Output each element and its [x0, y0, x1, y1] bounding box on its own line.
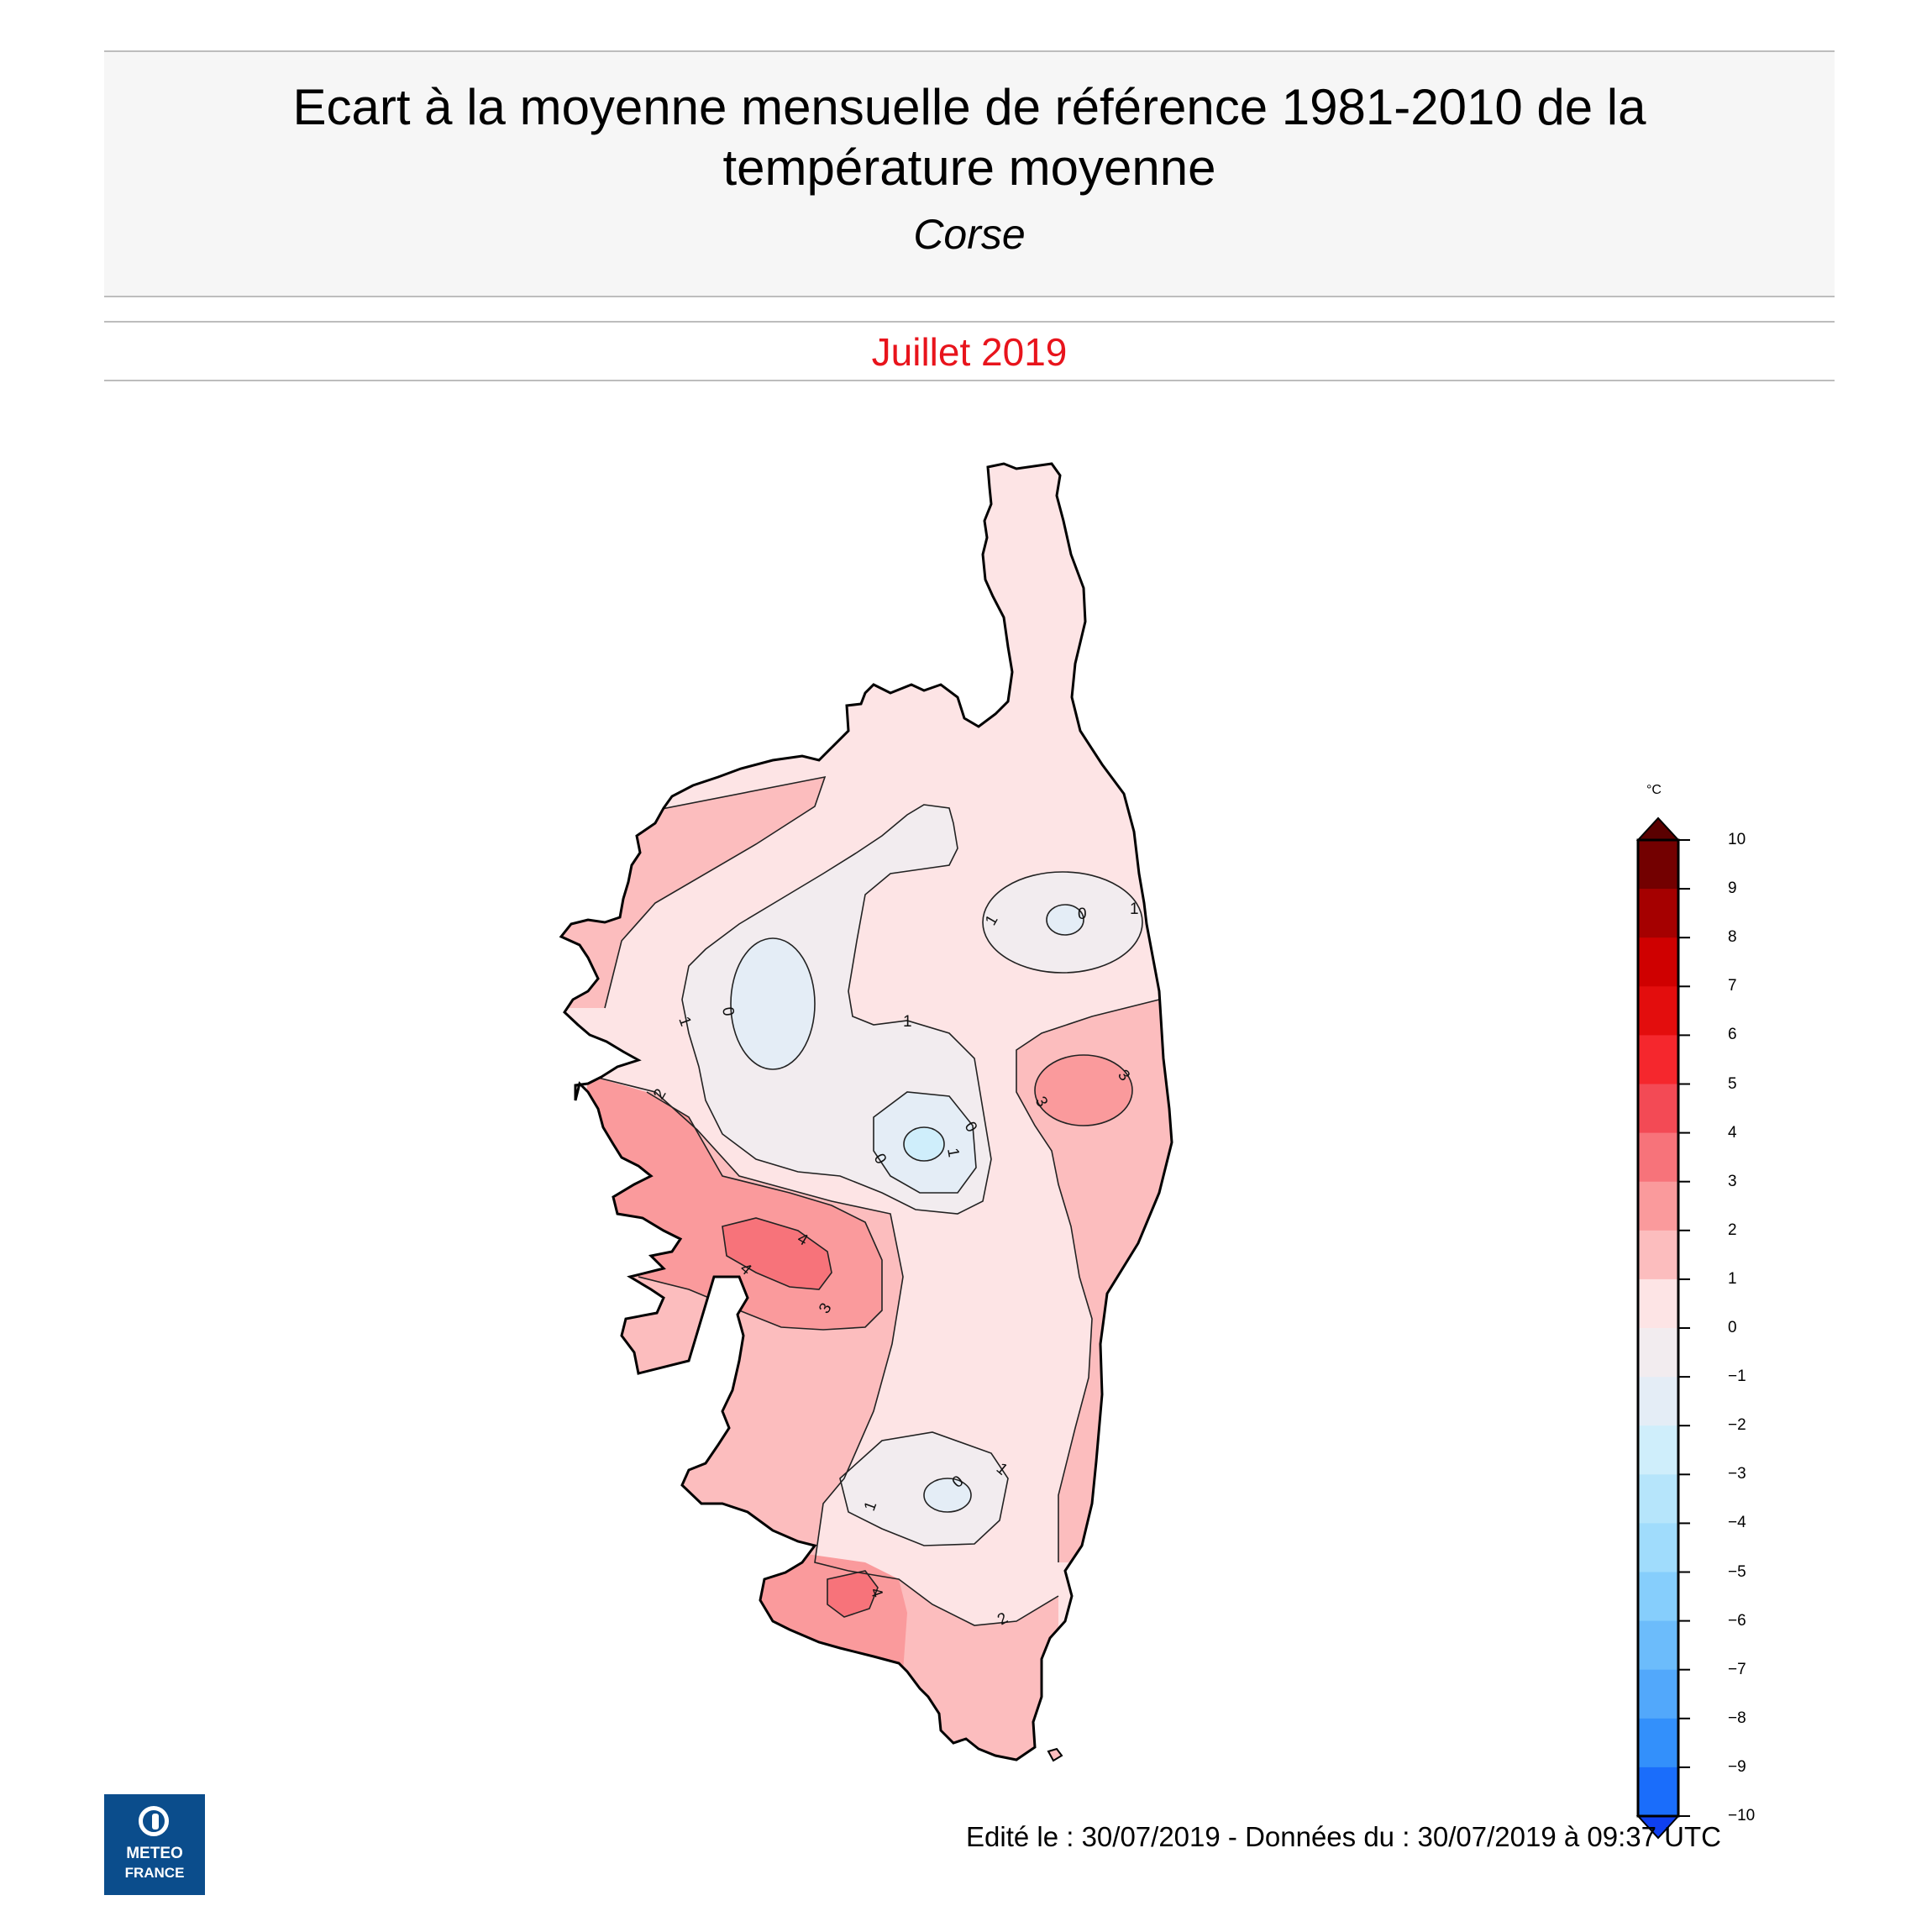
- contour-0: [730, 937, 816, 1070]
- legend-tick-label: 1: [1728, 1269, 1737, 1288]
- legend-swatch: [1638, 1620, 1678, 1671]
- zone-3-4-east: [1035, 1055, 1132, 1126]
- legend-swatch: [1638, 986, 1678, 1036]
- legend-tick-label: −8: [1728, 1709, 1746, 1727]
- contour-label: 1: [1130, 900, 1139, 918]
- contour-3: [1034, 1054, 1133, 1126]
- legend-upper-arrow: [1635, 816, 1681, 841]
- legend-tick-label: −7: [1728, 1660, 1746, 1678]
- contour-label: 0: [1078, 906, 1087, 923]
- logo-text-line-1: METEO: [126, 1845, 183, 1862]
- legend-tick-label: 4: [1728, 1123, 1737, 1142]
- lavezzi-islet: [1047, 1747, 1063, 1762]
- legend-tick-label: −2: [1728, 1416, 1746, 1435]
- zone-4-5-south: [827, 1571, 878, 1617]
- title-line-2: température moyenne: [722, 139, 1216, 196]
- legend-swatch: [1638, 1084, 1678, 1134]
- contour-2: [561, 775, 827, 1009]
- contour-2: [587, 1074, 1059, 1626]
- meteo-france-logo: METEO FRANCE: [104, 1794, 205, 1895]
- legend-swatch: [1638, 937, 1678, 987]
- legend-tick-label: −3: [1728, 1465, 1746, 1483]
- zone-3-4-south: [739, 1554, 907, 1697]
- legend-swatch: [1638, 1718, 1678, 1768]
- contour-3: [638, 1091, 883, 1331]
- legend-swatch: [1638, 1767, 1678, 1817]
- legend-swatch: [1638, 1425, 1678, 1475]
- zone-m1-0-northeast: [1047, 905, 1084, 935]
- contour-1: [839, 1431, 1009, 1546]
- temperature-anomaly-field: [561, 464, 1172, 1760]
- legend-swatch: [1638, 1377, 1678, 1426]
- period-label: Juillet 2019: [871, 330, 1068, 374]
- title-line-1: Ecart à la moyenne mensuelle de référenc…: [292, 79, 1646, 135]
- edition-footer: Edité le : 30/07/2019 - Données du : 30/…: [966, 1821, 1721, 1852]
- contour-1: [681, 804, 992, 1215]
- legend-swatch: [1638, 889, 1678, 938]
- contour-0: [923, 1478, 972, 1513]
- meteo-france-icon: [139, 1806, 169, 1836]
- legend-tick-label: −6: [1728, 1611, 1746, 1630]
- legend-tick-label: −1: [1728, 1368, 1746, 1386]
- legend-tick-label: 2: [1728, 1221, 1737, 1239]
- legend-tick-label: 6: [1728, 1026, 1737, 1044]
- contour-label: 0: [718, 1005, 738, 1017]
- zone-0-1-south: [840, 1432, 1008, 1546]
- legend-tick-label: 0: [1728, 1319, 1737, 1336]
- legend-unit: °C: [1646, 783, 1662, 797]
- legend-swatch: [1638, 840, 1678, 890]
- corsica-coastline: [559, 462, 1173, 1761]
- contour-1: [982, 871, 1143, 974]
- contour-lines: [561, 775, 1160, 1626]
- contour-4: [722, 1217, 832, 1290]
- contour-0: [873, 1091, 977, 1194]
- legend-swatch: [1638, 1669, 1678, 1719]
- legend-swatch: [1638, 1474, 1678, 1524]
- legend-swatch: [1638, 1230, 1678, 1280]
- legend-tick-label: 5: [1728, 1074, 1737, 1093]
- contour-label: 1: [903, 1013, 912, 1031]
- contour-label: 1: [943, 1147, 963, 1158]
- legend-tick-label: −5: [1728, 1562, 1746, 1581]
- contour-2: [1016, 999, 1160, 1562]
- map-title: Ecart à la moyenne mensuelle de référenc…: [104, 77, 1835, 198]
- legend-tick-label: 3: [1728, 1172, 1737, 1190]
- legend-tick-label: 10: [1728, 831, 1746, 848]
- region-subtitle: Corse: [913, 211, 1026, 258]
- contour-4: [827, 1570, 879, 1618]
- legend-tick-label: −9: [1728, 1757, 1746, 1776]
- legend-swatch: [1638, 1132, 1678, 1183]
- zone-m1-0-south: [924, 1478, 971, 1512]
- contour-m1: [903, 1126, 945, 1162]
- legend-tick-label: 7: [1728, 977, 1737, 995]
- color-scale-legend: [1635, 816, 1690, 1840]
- legend-tick-label: −4: [1728, 1514, 1746, 1532]
- logo-text-line-2: FRANCE: [124, 1865, 185, 1881]
- zone-m1-0-west: [731, 938, 815, 1069]
- legend-swatch: [1638, 1278, 1678, 1329]
- legend-swatch: [1638, 1523, 1678, 1572]
- zone-m2-m1-central: [904, 1127, 944, 1161]
- legend-tick-label: 9: [1728, 879, 1737, 898]
- legend-tick-label: −10: [1728, 1807, 1756, 1824]
- legend-swatch: [1638, 1035, 1678, 1084]
- legend-swatch: [1638, 1181, 1678, 1231]
- period-panel: Juillet 2019: [104, 321, 1835, 381]
- legend-swatch: [1638, 1572, 1678, 1622]
- contour-0: [1046, 904, 1084, 936]
- legend-swatch: [1638, 1328, 1678, 1378]
- legend-tick-label: 8: [1728, 928, 1737, 947]
- header-panel: Ecart à la moyenne mensuelle de référenc…: [104, 50, 1835, 297]
